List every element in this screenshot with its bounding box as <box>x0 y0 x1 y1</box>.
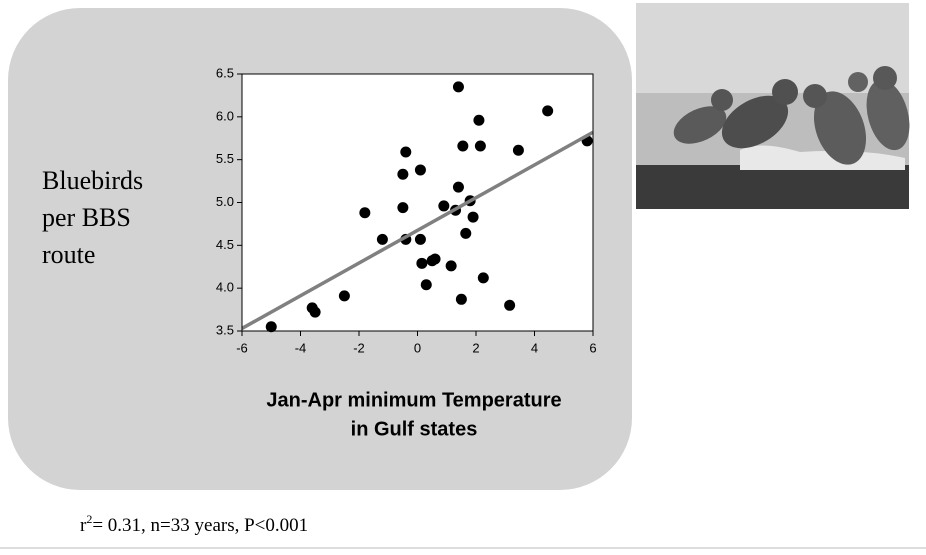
data-point <box>414 164 426 176</box>
data-point <box>457 140 469 152</box>
y-axis-label: per BBS <box>42 203 131 232</box>
data-point <box>512 144 524 156</box>
y-tick-label: 4.5 <box>216 237 234 252</box>
note-superscript: 2 <box>86 512 92 526</box>
data-point <box>397 202 409 214</box>
data-point <box>452 81 464 93</box>
data-point <box>474 140 486 152</box>
y-tick-label: 6.0 <box>216 108 234 123</box>
x-tick-label: 4 <box>531 340 538 355</box>
x-tick-label: 2 <box>472 340 479 355</box>
data-point <box>438 200 450 212</box>
trend-line <box>241 130 594 330</box>
plot-frame <box>241 73 594 332</box>
x-tick-label: 0 <box>414 340 421 355</box>
y-axis-label: Bluebirds <box>42 166 143 195</box>
data-point <box>265 321 277 333</box>
data-point <box>397 168 409 180</box>
x-axis-label: in Gulf states <box>351 418 478 440</box>
data-point <box>473 114 485 126</box>
data-point <box>504 299 516 311</box>
y-tick-label: 5.0 <box>216 194 234 209</box>
y-tick-label: 3.5 <box>216 322 234 337</box>
note-text: = 0.31, n=33 years, P<0.001 <box>92 515 308 536</box>
y-axis-label: route <box>42 240 95 269</box>
x-tick-label: -6 <box>236 340 248 355</box>
stats-note: r2= 0.31, n=33 years, P<0.001 <box>80 512 308 537</box>
data-point <box>455 293 467 305</box>
data-point <box>460 227 472 239</box>
y-tick-label: 4.0 <box>216 280 234 295</box>
plot-area <box>242 74 593 331</box>
data-point <box>467 211 479 223</box>
y-tick-label: 5.5 <box>216 151 234 166</box>
data-point <box>416 257 428 269</box>
data-point <box>429 253 441 265</box>
data-point <box>452 181 464 193</box>
data-point <box>400 146 412 158</box>
photo <box>636 3 910 209</box>
data-point <box>542 105 554 117</box>
x-axis-label: Jan-Apr minimum Temperature <box>266 389 561 411</box>
x-tick-label: 6 <box>589 340 596 355</box>
note-base: r <box>80 515 87 536</box>
x-tick-label: -2 <box>353 340 365 355</box>
data-point <box>338 290 350 302</box>
data-point <box>414 233 426 245</box>
data-point <box>420 279 432 291</box>
data-point <box>359 207 371 219</box>
x-tick-label: -4 <box>295 340 307 355</box>
data-point <box>445 260 457 272</box>
data-point <box>309 306 321 318</box>
y-tick-label: 6.5 <box>216 65 234 80</box>
data-point <box>376 233 388 245</box>
data-point <box>477 272 489 284</box>
